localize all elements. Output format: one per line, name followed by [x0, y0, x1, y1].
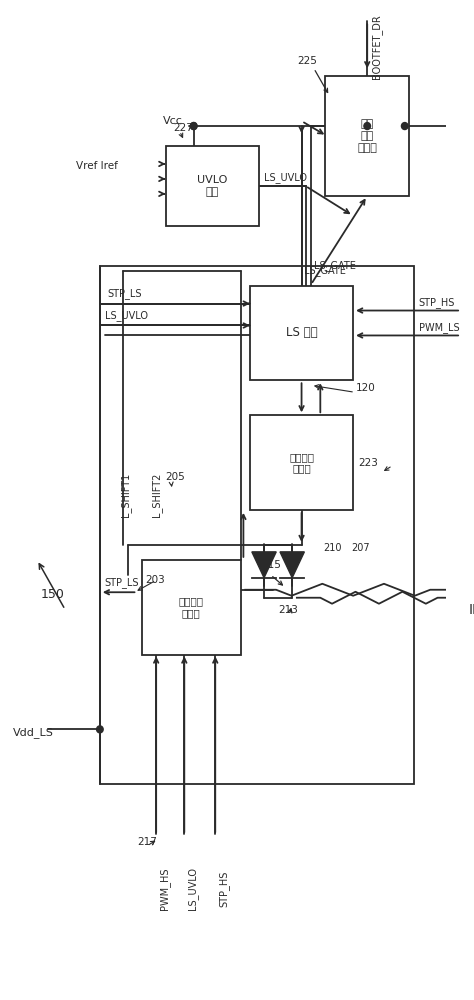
Text: 223: 223: [358, 458, 378, 468]
Text: 自举
驱动
晶体管: 自举 驱动 晶体管: [357, 119, 377, 153]
Bar: [100, 266, 414, 784]
Text: Vref Iref: Vref Iref: [76, 161, 118, 171]
Text: LS_UVLO: LS_UVLO: [187, 867, 198, 910]
Circle shape: [401, 123, 408, 130]
Polygon shape: [280, 552, 304, 578]
Bar: [325, 76, 410, 196]
Circle shape: [364, 123, 371, 130]
Text: BOOTFET_DR: BOOTFET_DR: [371, 14, 382, 79]
Text: 205: 205: [165, 472, 185, 482]
Text: 150: 150: [41, 588, 64, 601]
Text: 消隐脉冲
发生器: 消隐脉冲 发生器: [289, 452, 314, 473]
Polygon shape: [252, 552, 276, 578]
Text: LS 驱动: LS 驱动: [286, 326, 318, 339]
Text: LS_GATE: LS_GATE: [304, 265, 346, 276]
Text: STP_LS: STP_LS: [108, 288, 142, 299]
Text: L_SHIFT1: L_SHIFT1: [120, 473, 131, 517]
Circle shape: [458, 726, 465, 733]
Text: LS_UVLO: LS_UVLO: [105, 310, 147, 321]
Circle shape: [458, 307, 465, 314]
Bar: [165, 146, 259, 226]
Bar: [250, 415, 353, 510]
Circle shape: [458, 586, 465, 593]
Text: Vcc: Vcc: [163, 116, 182, 126]
Text: 217: 217: [137, 837, 157, 847]
Text: 213: 213: [278, 605, 298, 615]
Circle shape: [458, 332, 465, 339]
Text: LS_UVLO: LS_UVLO: [264, 172, 307, 183]
Bar: [250, 286, 353, 380]
Text: UVLO
电路: UVLO 电路: [197, 175, 228, 197]
Circle shape: [97, 726, 103, 733]
Circle shape: [191, 123, 197, 130]
Text: 210: 210: [323, 543, 342, 553]
Text: 225: 225: [297, 56, 317, 66]
Text: 电平移位
驱动器: 电平移位 驱动器: [179, 596, 204, 618]
Text: STP_HS: STP_HS: [218, 871, 229, 907]
Text: Vdd_LS: Vdd_LS: [13, 727, 54, 738]
Text: 120: 120: [356, 383, 376, 393]
Text: STP_LS: STP_LS: [105, 577, 139, 588]
Text: PWM_HS: PWM_HS: [159, 868, 170, 910]
Circle shape: [458, 307, 465, 314]
Text: L_SHIFT2: L_SHIFT2: [152, 473, 163, 517]
Text: 207: 207: [351, 543, 370, 553]
Text: 203: 203: [145, 575, 164, 585]
Text: 227: 227: [173, 123, 193, 133]
Text: LS_GATE: LS_GATE: [314, 260, 356, 271]
Text: 215: 215: [261, 560, 281, 570]
Text: STP_HS: STP_HS: [419, 297, 455, 308]
Text: PWM_LS: PWM_LS: [419, 322, 459, 333]
Circle shape: [191, 123, 197, 130]
Circle shape: [458, 307, 465, 314]
Bar: [142, 560, 241, 655]
Text: II: II: [468, 603, 474, 617]
Circle shape: [458, 594, 465, 601]
